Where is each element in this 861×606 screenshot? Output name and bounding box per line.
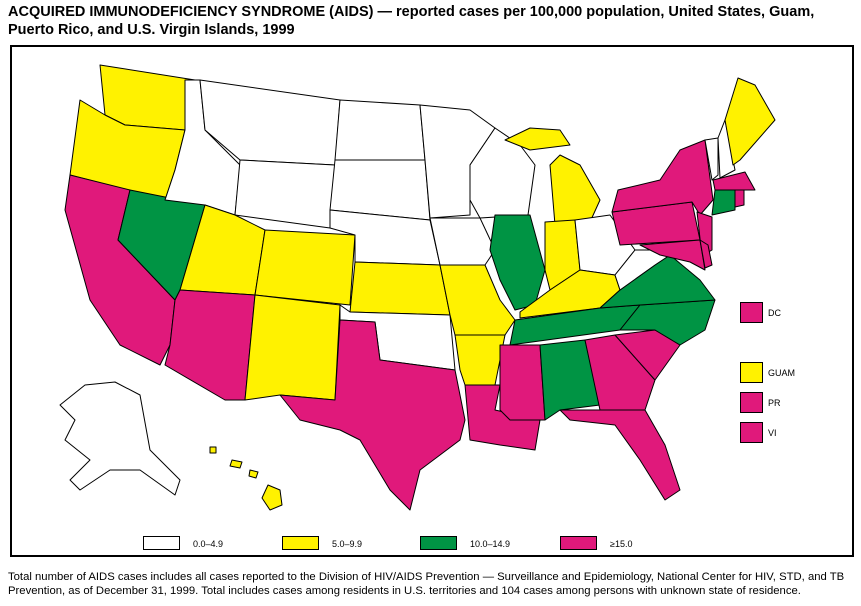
territory-label: GUAM	[768, 368, 795, 378]
territory-label: DC	[768, 308, 781, 318]
state-ma	[712, 171, 756, 191]
state-hi	[248, 469, 259, 479]
territory-swatch	[740, 422, 763, 443]
state-mo	[439, 264, 516, 336]
legend-swatch	[560, 536, 597, 550]
legend-swatch	[282, 536, 319, 550]
state-hi	[229, 459, 243, 469]
state-hi	[209, 446, 217, 454]
state-ms	[499, 344, 546, 421]
legend-label: 5.0–9.9	[332, 539, 363, 549]
state-ny	[611, 139, 714, 216]
map-frame	[10, 45, 854, 557]
state-ar	[454, 334, 506, 386]
state-md	[639, 239, 706, 271]
legend-label: 10.0–14.9	[470, 539, 511, 549]
footnote: Total number of AIDS cases includes all …	[8, 571, 845, 597]
state-co	[254, 229, 356, 306]
legend-label: ≥15.0	[610, 539, 633, 549]
state-ak	[59, 381, 181, 496]
territory-label: PR	[768, 398, 781, 408]
territory-label: VI	[768, 428, 777, 438]
state-il	[489, 214, 546, 311]
state-de	[699, 239, 713, 269]
legend-label: 0.0–4.9	[193, 539, 224, 549]
state-ct	[711, 189, 736, 216]
state-nd	[334, 99, 426, 161]
state-hi	[261, 484, 283, 511]
state-ia	[429, 217, 496, 266]
legend-swatch	[143, 536, 180, 550]
state-nm	[244, 294, 341, 401]
state-mi	[549, 154, 601, 226]
state-az	[164, 289, 256, 401]
state-al	[539, 339, 601, 421]
state-ks	[349, 261, 451, 316]
state-vt	[704, 137, 719, 181]
state-fl	[559, 409, 681, 501]
map-title: ACQUIRED IMMUNODEFICIENCY SYNDROME (AIDS…	[8, 4, 815, 38]
state-ga	[584, 334, 656, 411]
state-nh	[717, 119, 736, 179]
state-mi	[504, 127, 571, 151]
state-me	[724, 77, 776, 166]
territory-swatch	[740, 362, 763, 383]
state-la	[464, 384, 541, 451]
state-tx	[279, 319, 466, 511]
state-wy	[234, 159, 336, 229]
state-ri	[734, 189, 745, 208]
territory-swatch	[740, 392, 763, 413]
territory-swatch	[740, 302, 763, 323]
legend-swatch	[420, 536, 457, 550]
